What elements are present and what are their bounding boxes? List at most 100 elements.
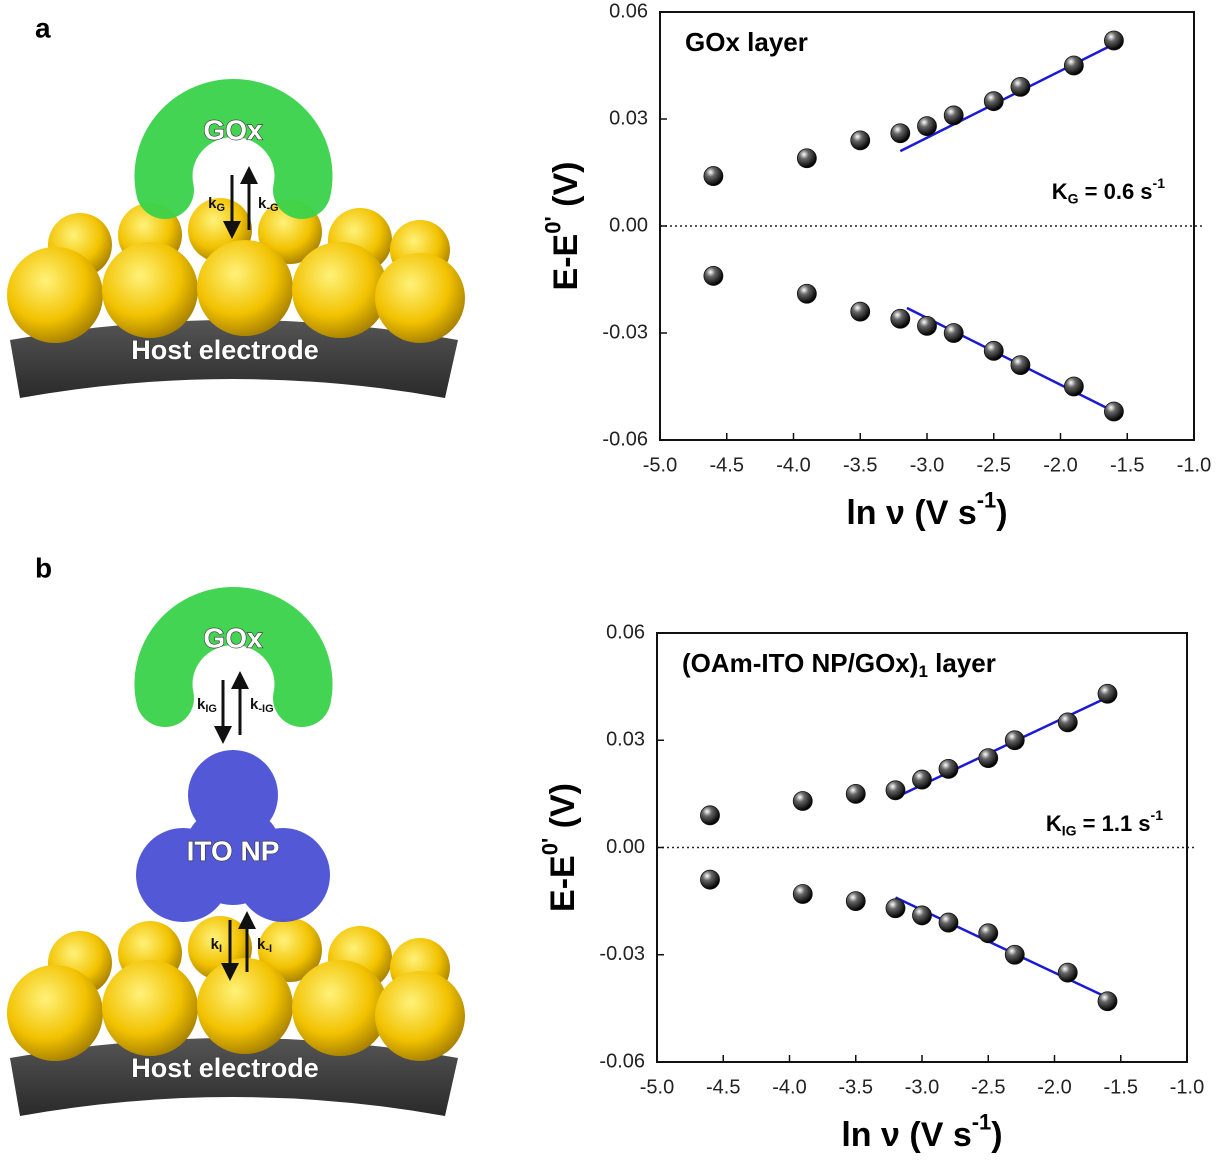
data-point: [890, 308, 911, 329]
annotation: KG = 0.6 s-1: [1052, 175, 1165, 206]
data-point: [1097, 991, 1118, 1012]
fit-line: [906, 306, 1115, 413]
enzyme-label: GOx: [203, 622, 263, 653]
x-tick-label: -3.0: [905, 1076, 939, 1098]
y-tick-label: -0.06: [599, 1050, 645, 1072]
y-tick-label: -0.06: [602, 428, 648, 450]
y-tick-label: 0.03: [606, 729, 645, 751]
electrode-label: Host electrode: [131, 335, 319, 365]
diagram-a: GOx kG k-G Host electrode: [7, 108, 465, 398]
mediator-label: ITO NP: [187, 835, 280, 866]
x-tick-label: -3.5: [839, 1076, 873, 1098]
diagram-b: GOx kIG k-IG ITO NP kI k-I Host electrod…: [7, 616, 465, 1116]
x-axis-label-part: ln ν (V s: [846, 494, 976, 532]
x-axis-label: ln ν (V s-1): [846, 487, 1007, 532]
chart-title: (OAm-ITO NP/GOx)1 layer: [682, 648, 996, 681]
data-point: [796, 283, 817, 304]
x-tick-label: -4.5: [706, 1076, 740, 1098]
annotation-part: -1: [1153, 175, 1166, 191]
k-sub: I: [219, 943, 222, 955]
data-point: [943, 105, 964, 126]
data-point: [1063, 55, 1084, 76]
data-point: [1104, 30, 1124, 51]
rate-label: kIG: [197, 696, 217, 715]
y-tick-label: -0.03: [599, 943, 645, 965]
k: k: [258, 195, 267, 212]
annotation-part: IG: [1062, 822, 1077, 838]
k-sub: -G: [266, 202, 278, 214]
y-axis-label-part: E-E: [544, 855, 582, 912]
x-tick-label: -5.0: [640, 1076, 674, 1098]
annotation-part: = 0.6 s: [1079, 179, 1153, 204]
data-point: [1097, 683, 1118, 704]
y-tick-label: 0.06: [606, 621, 645, 643]
x-axis-label-part: ): [996, 494, 1007, 532]
electrode-art: [7, 916, 465, 1116]
x-axis-label-part: ln ν (V s: [841, 1116, 971, 1154]
data-point: [885, 780, 906, 801]
k-sub: G: [216, 202, 225, 214]
data-point: [850, 301, 871, 322]
ito-art: [136, 750, 330, 922]
annotation: KIG = 1.1 s-1: [1046, 807, 1163, 838]
x-tick-label: -4.0: [772, 1076, 806, 1098]
data-point: [792, 791, 813, 811]
y-tick-label: 0.00: [609, 214, 648, 236]
y-tick-label: -0.03: [602, 321, 648, 343]
y-axis-label-part: (V): [544, 783, 582, 838]
data-point: [1004, 730, 1025, 751]
rate-label: kI: [211, 936, 222, 955]
annotation-part: K: [1046, 811, 1062, 836]
data-point: [792, 884, 813, 904]
y-axis-label-part: 0': [540, 216, 565, 233]
panel-label: b: [35, 552, 52, 583]
y-axis-label-part: 0': [537, 838, 562, 855]
data-point: [1057, 962, 1078, 983]
y-axis-label: E-E0' (V): [537, 783, 582, 912]
y-tick-label: 0.03: [609, 107, 648, 129]
y-axis-label-part: E-E: [547, 234, 585, 291]
x-tick-label: -4.0: [776, 454, 810, 476]
chart-title-part: layer: [928, 648, 996, 678]
data-point: [700, 805, 720, 826]
data-point: [978, 923, 999, 944]
data-point: [1063, 376, 1084, 397]
x-axis-label-part: -1: [972, 1109, 992, 1134]
x-tick-label: -1.0: [1170, 1076, 1204, 1098]
annotation-part: = 1.1 s: [1077, 811, 1151, 836]
data-point: [938, 758, 959, 779]
k: k: [250, 696, 259, 713]
k: k: [208, 195, 217, 212]
data-point: [912, 769, 932, 790]
x-tick-label: -1.5: [1110, 454, 1144, 476]
k: k: [197, 696, 206, 713]
data-point: [1004, 944, 1025, 965]
data-point: [1010, 77, 1031, 97]
y-axis-label-part: (V): [547, 162, 585, 217]
data-point: [703, 266, 724, 286]
panel-label: a: [35, 12, 51, 43]
chart-title-part: GOx layer: [685, 27, 808, 57]
k-sub: -IG: [258, 703, 273, 715]
x-tick-label: -2.5: [971, 1076, 1005, 1098]
annotation-part: -1: [1151, 807, 1164, 823]
x-tick-label: -5.0: [643, 454, 677, 476]
k: k: [211, 936, 220, 953]
data-point: [917, 315, 937, 336]
x-tick-label: -2.0: [1037, 1076, 1071, 1098]
y-axis-label: E-E0' (V): [540, 162, 585, 291]
data-point: [983, 340, 1004, 361]
data-point: [845, 891, 866, 912]
data-point: [796, 148, 817, 169]
rate-label: k-I: [257, 936, 272, 955]
rate-label: k-G: [258, 195, 279, 214]
chart-title-part: (OAm-ITO NP/GOx): [682, 648, 918, 678]
chart-title-part: 1: [918, 662, 927, 681]
data-point: [700, 869, 720, 890]
x-axis-label-part: -1: [977, 487, 997, 512]
data-point: [912, 905, 932, 926]
data-point: [943, 323, 964, 343]
data-point: [845, 783, 866, 804]
annotation-part: G: [1068, 190, 1079, 206]
